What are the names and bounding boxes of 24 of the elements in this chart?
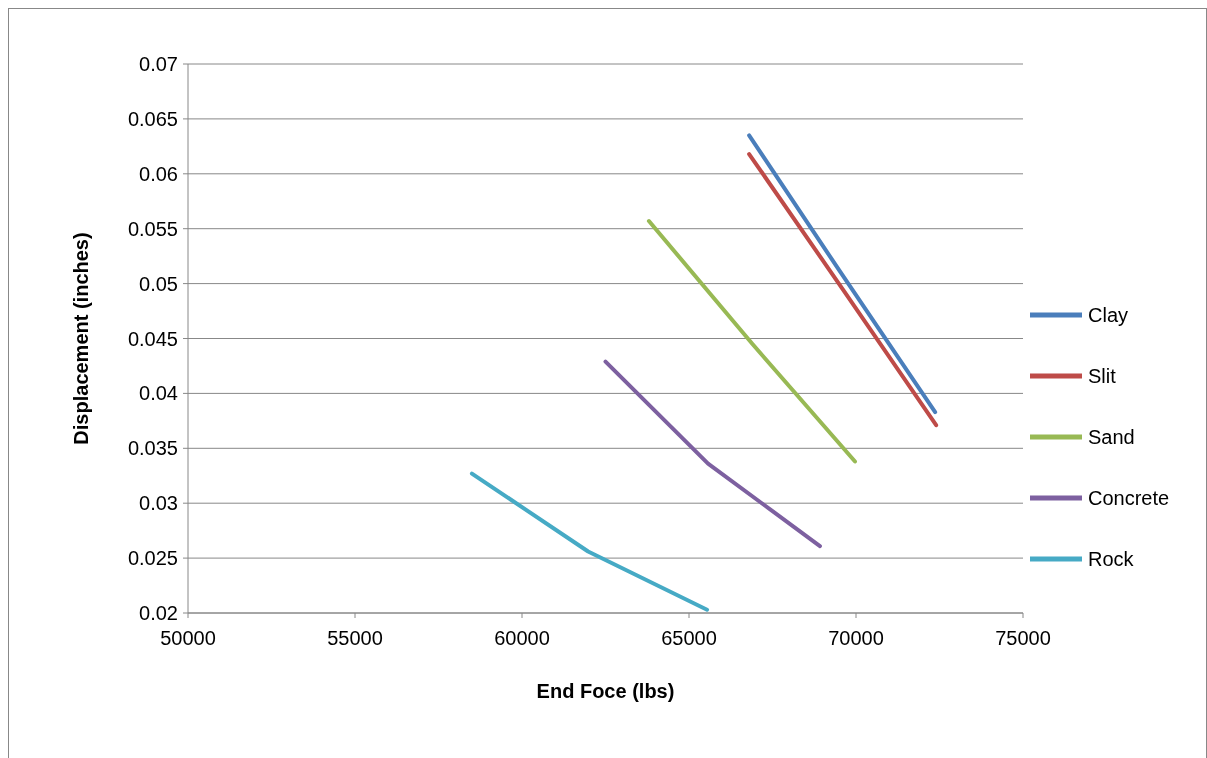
legend-label: Concrete (1088, 487, 1170, 509)
legend-label: Clay (1088, 304, 1129, 326)
x-tick-label: 70000 (828, 627, 884, 649)
x-tick-label: 60000 (494, 627, 550, 649)
y-tick-label: 0.05 (139, 272, 178, 295)
y-tick-label: 0.045 (127, 327, 178, 350)
legend-label: Slit (1088, 365, 1117, 387)
x-tick-label: 65000 (661, 627, 717, 649)
legend-label: Rock (1088, 548, 1135, 570)
y-tick-label: 0.065 (127, 107, 178, 130)
y-tick-label: 0.02 (139, 602, 178, 624)
y-tick-label: 0.035 (127, 437, 178, 460)
legend-label: Sand (1088, 426, 1135, 448)
y-tick-label: 0.03 (139, 492, 178, 515)
y-tick-label: 0.07 (139, 53, 178, 75)
x-tick-label: 50000 (160, 627, 216, 649)
x-axis-title: End Foce (lbs) (536, 680, 675, 702)
y-tick-label: 0.025 (127, 547, 178, 570)
x-tick-label: 55000 (327, 627, 383, 649)
y-tick-label: 0.055 (127, 217, 178, 240)
y-tick-label: 0.04 (139, 382, 178, 405)
y-tick-label: 0.06 (139, 162, 178, 185)
y-axis-title: Displacement (inches) (70, 232, 92, 445)
x-tick-label: 75000 (995, 627, 1051, 649)
